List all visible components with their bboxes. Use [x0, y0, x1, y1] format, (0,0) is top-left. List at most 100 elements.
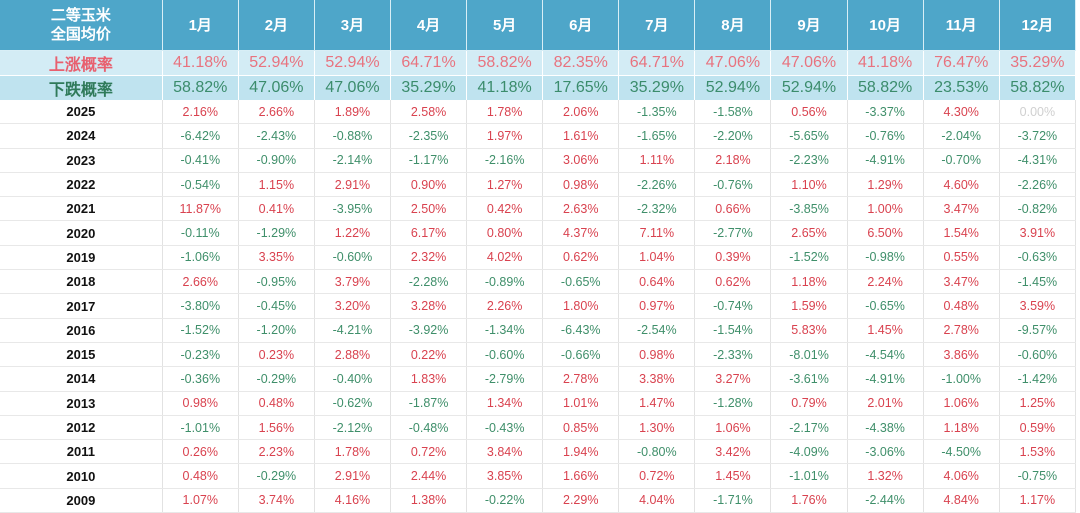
month-header: 9月: [770, 0, 848, 51]
table-row: 2011 0.26% 2.23% 1.78% 0.72% 3.84% 1.94% -0.80%…: [0, 439, 1077, 465]
change-cell: -2.16%: [466, 148, 544, 173]
change-cell: -2.28%: [390, 269, 468, 295]
year-cell: 2020: [0, 220, 163, 246]
change-cell: 1.76%: [770, 488, 848, 513]
change-cell: 1.18%: [770, 269, 848, 295]
change-cell: -1.17%: [390, 148, 468, 173]
change-cell: 1.78%: [466, 100, 544, 125]
change-cell: -0.76%: [847, 123, 924, 149]
change-cell: 0.48%: [238, 391, 315, 416]
change-cell: 3.35%: [238, 245, 315, 271]
change-cell: -0.65%: [542, 269, 620, 295]
change-cell: 0.98%: [542, 172, 620, 198]
year-cell: 2010: [0, 463, 163, 489]
change-cell: 3.91%: [999, 220, 1077, 246]
fall-probability-label: 下跌概率: [0, 75, 163, 100]
change-cell: 1.45%: [694, 463, 772, 489]
change-cell: 2.91%: [314, 172, 392, 198]
rise-probability-cell: 47.06%: [770, 50, 848, 76]
change-cell: 1.94%: [542, 439, 620, 465]
year-cell: 2016: [0, 318, 163, 343]
change-cell: 0.80%: [466, 220, 544, 246]
change-cell: -5.65%: [770, 123, 848, 149]
change-cell: -3.72%: [999, 123, 1077, 149]
change-cell: 2.66%: [238, 100, 315, 125]
change-cell: 4.16%: [314, 488, 392, 513]
change-cell: -2.54%: [618, 318, 696, 343]
year-cell: 2025: [0, 100, 163, 125]
change-cell: -1.42%: [999, 366, 1077, 392]
rise-probability-cell: 35.29%: [999, 50, 1077, 76]
month-header: 2月: [238, 0, 315, 51]
fall-probability-cell: 47.06%: [314, 75, 392, 100]
table-row: 2023 -0.41% -0.90% -2.14% -1.17% -2.16% 3.06% 1…: [0, 148, 1077, 173]
change-cell: 0.26%: [162, 439, 239, 465]
change-cell: -2.79%: [466, 366, 544, 392]
month-header: 11月: [923, 0, 1000, 51]
change-cell: -1.01%: [770, 463, 848, 489]
change-cell: -4.91%: [847, 366, 924, 392]
change-cell: 1.04%: [618, 245, 696, 271]
change-cell: 1.61%: [542, 123, 620, 149]
rise-probability-cell: 58.82%: [466, 50, 544, 76]
month-header: 1月: [162, 0, 239, 51]
change-cell: 1.18%: [923, 415, 1000, 441]
change-cell: 4.37%: [542, 220, 620, 246]
change-cell: 2.88%: [314, 342, 392, 368]
rise-probability-cell: 76.47%: [923, 50, 1000, 76]
change-cell: 3.27%: [694, 366, 772, 392]
change-cell: -4.38%: [847, 415, 924, 441]
change-cell: 1.25%: [999, 391, 1077, 416]
change-cell: 0.41%: [238, 196, 315, 222]
change-cell: 1.78%: [314, 439, 392, 465]
change-cell: 3.74%: [238, 488, 315, 513]
change-cell: -2.14%: [314, 148, 392, 173]
change-cell: -4.21%: [314, 318, 392, 343]
change-cell: 3.79%: [314, 269, 392, 295]
change-cell: 5.83%: [770, 318, 848, 343]
change-cell: 1.59%: [770, 293, 848, 319]
change-cell: -2.23%: [770, 148, 848, 173]
change-cell: 0.98%: [162, 391, 239, 416]
fall-probability-cell: 58.82%: [847, 75, 924, 100]
change-cell: 1.32%: [847, 463, 924, 489]
change-cell: 2.58%: [390, 100, 468, 125]
change-cell: -0.48%: [390, 415, 468, 441]
change-cell: -2.77%: [694, 220, 772, 246]
rise-probability-cell: 47.06%: [694, 50, 772, 76]
month-header: 6月: [542, 0, 620, 51]
change-cell: 2.29%: [542, 488, 620, 513]
table-row: 2024 -6.42% -2.43% -0.88% -2.35% 1.97% 1.61% -1…: [0, 123, 1077, 149]
change-cell: -2.32%: [618, 196, 696, 222]
change-cell: 3.20%: [314, 293, 392, 319]
change-cell: 0.48%: [162, 463, 239, 489]
change-cell: 2.26%: [466, 293, 544, 319]
change-cell: -4.31%: [999, 148, 1077, 173]
change-cell: -0.80%: [618, 439, 696, 465]
change-cell: -1.28%: [694, 391, 772, 416]
change-cell: 0.62%: [694, 269, 772, 295]
table-row: 2016 -1.52% -1.20% -4.21% -3.92% -1.34% -6.43%…: [0, 318, 1077, 343]
change-cell: 11.87%: [162, 196, 239, 222]
year-cell: 2013: [0, 391, 163, 416]
change-cell: -1.45%: [999, 269, 1077, 295]
rise-probability-row: 上涨概率 41.18% 52.94% 52.94% 64.71% 58.82% 82.35…: [0, 50, 1077, 76]
change-cell: -0.75%: [999, 463, 1077, 489]
rise-probability-cell: 82.35%: [542, 50, 620, 76]
change-cell: 3.06%: [542, 148, 620, 173]
change-cell: 6.50%: [847, 220, 924, 246]
header-row: 二等玉米 全国均价 1月 2月 3月 4月 5月 6月 7月 8月 9月 10月 11月 12月: [0, 0, 1077, 51]
table-row: 2022 -0.54% 1.15% 2.91% 0.90% 1.27% 0.98% -2.26…: [0, 172, 1077, 198]
change-cell: 1.06%: [923, 391, 1000, 416]
change-cell: -6.42%: [162, 123, 239, 149]
year-cell: 2017: [0, 293, 163, 319]
rise-probability-cell: 64.71%: [618, 50, 696, 76]
change-cell: 3.42%: [694, 439, 772, 465]
month-header: 5月: [466, 0, 544, 51]
change-cell: 0.23%: [238, 342, 315, 368]
change-cell: 1.83%: [390, 366, 468, 392]
table-row: 2019 -1.06% 3.35% -0.60% 2.32% 4.02% 0.62% 1.04…: [0, 245, 1077, 271]
fall-probability-cell: 52.94%: [770, 75, 848, 100]
change-cell: -2.26%: [999, 172, 1077, 198]
